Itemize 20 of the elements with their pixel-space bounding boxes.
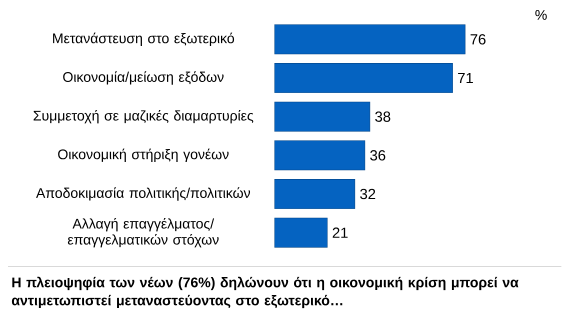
data-label: 21: [332, 228, 348, 238]
data-label: 32: [360, 188, 376, 200]
y-tick-label: Μετανάστευση στο εξωτερικό: [53, 32, 234, 46]
y-tick-label: Αλλαγή επαγγέλματος/ επαγγελματικών στόχων: [68, 218, 219, 248]
text: %: [535, 10, 547, 20]
y-tick-label: Συμμετοχή σε μαζικές διαμαρτυρίες: [34, 110, 254, 124]
data-label: 36: [370, 150, 386, 161]
bar: [274, 102, 370, 132]
bar: [274, 179, 356, 209]
y-tick-label: Οικονομική στήριξη γονέων: [58, 148, 229, 162]
bar: [274, 63, 453, 93]
y-tick-label: Οικονομία/μείωση εξόδων: [63, 71, 224, 85]
bar: [274, 24, 466, 54]
bar: [274, 218, 328, 248]
data-label: 76: [470, 34, 486, 45]
data-label: 71: [458, 72, 473, 84]
y-tick-label: Αποδοκιμασία πολιτικής/πολιτικών: [36, 187, 250, 201]
text: Η πλειοψηφία των νέων (76%) δηλώνουν ότι η οικονομική κρίση μπορεί να αντιμετωπιστεί μεταναστεύοντας στο εξωτερικό…: [12, 276, 519, 308]
bar: [274, 140, 366, 170]
data-label: 38: [375, 111, 390, 122]
